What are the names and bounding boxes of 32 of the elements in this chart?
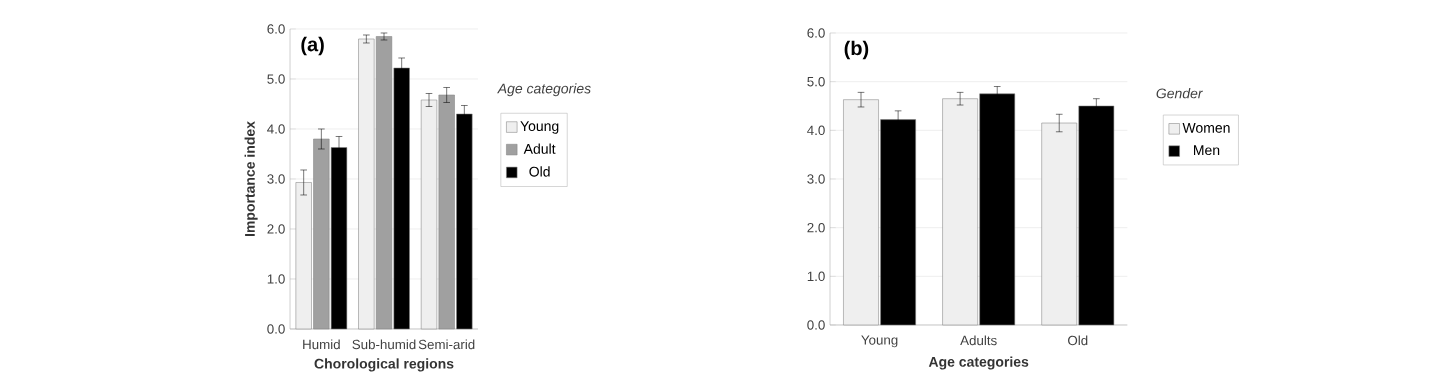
legend-label: Old: [529, 166, 550, 177]
y-tick-label: 5.0: [267, 74, 285, 84]
y-tick-label: 1.0: [807, 271, 825, 282]
x-tick-label: Humid: [303, 339, 340, 350]
legend-title: Gender: [1156, 88, 1203, 99]
x-tick-label: Adults: [960, 335, 997, 346]
y-tick-label: 2.0: [267, 224, 285, 234]
y-tick-label: 3.0: [807, 174, 825, 184]
y-tick-label: 4.0: [267, 124, 285, 134]
y-tick-label: 4.0: [807, 125, 825, 136]
x-axis-title: Age categories: [928, 356, 1029, 370]
y-tick-label: 6.0: [267, 24, 285, 34]
legend-label: Adult: [523, 143, 556, 154]
x-tick-label: Young: [861, 335, 898, 348]
legend-label: Men: [1194, 145, 1220, 156]
y-tick-label: 0.0: [807, 320, 825, 330]
legend-label: Women: [1182, 123, 1230, 133]
x-tick-label: Old: [1068, 335, 1088, 346]
legend-label: Young: [520, 121, 559, 134]
y-tick-label: 1.0: [267, 274, 285, 284]
y-tick-label: 6.0: [807, 28, 825, 38]
annotation: (a): [301, 36, 324, 56]
x-tick-label: Sub-humid: [352, 339, 416, 350]
x-axis-title: Chorological regions: [314, 358, 454, 372]
y-tick-label: 3.0: [267, 174, 285, 184]
y-axis-title: Importance index: [244, 121, 258, 237]
x-tick-label: Semi-arid: [418, 339, 475, 350]
y-tick-label: 0.0: [267, 324, 285, 334]
y-tick-label: 5.0: [807, 76, 825, 87]
y-tick-label: 2.0: [807, 222, 825, 233]
annotation: (b): [844, 40, 869, 60]
legend-title: Age categories: [497, 83, 591, 97]
